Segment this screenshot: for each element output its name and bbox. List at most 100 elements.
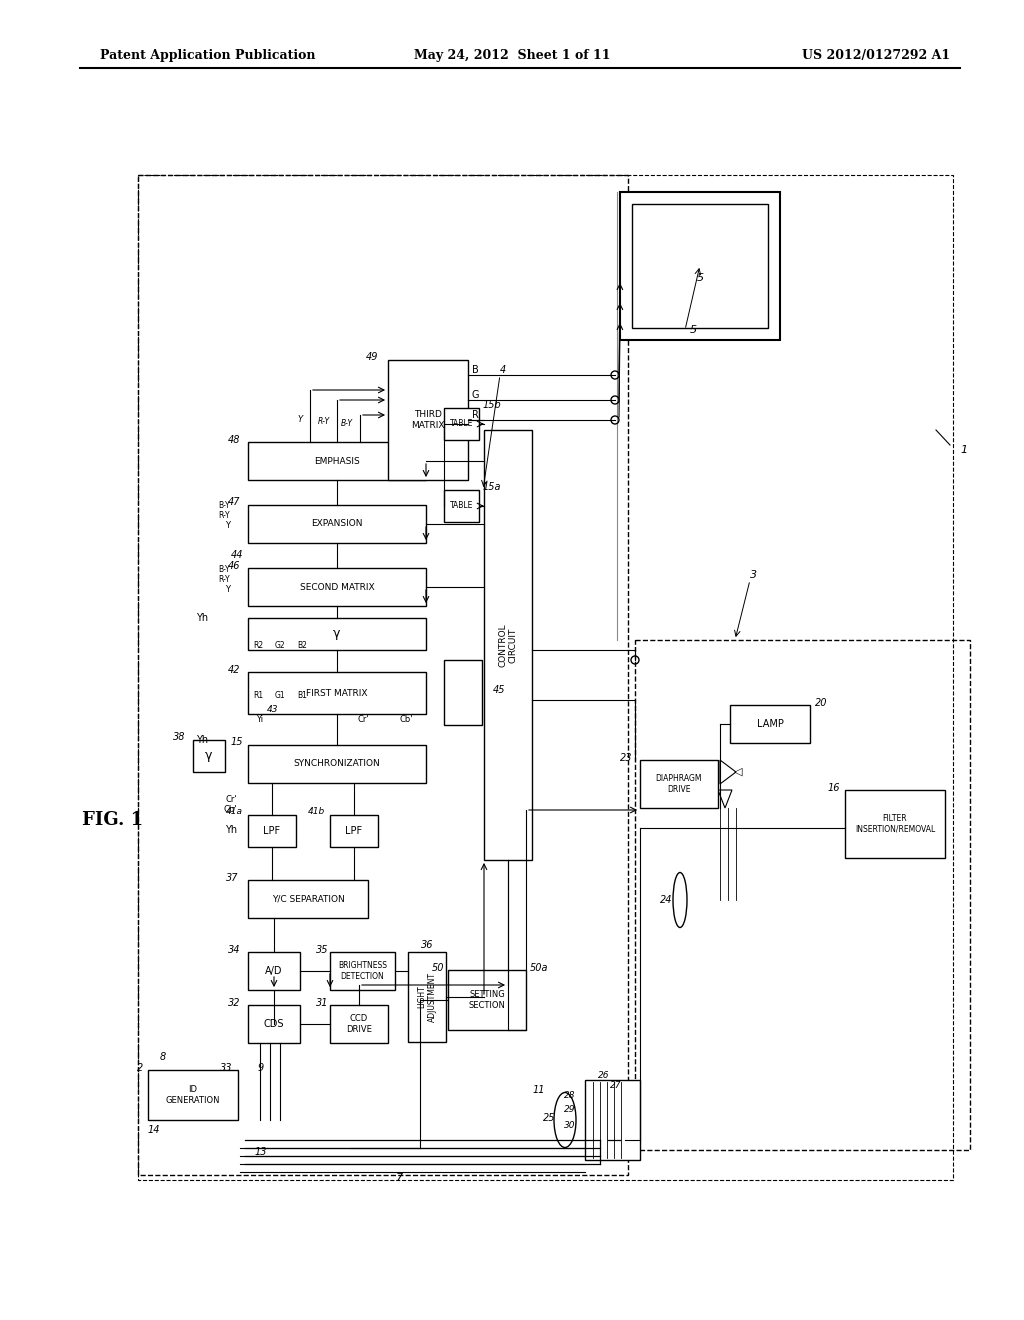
Text: γ: γ <box>333 627 341 640</box>
Text: 43: 43 <box>267 705 279 714</box>
Text: B: B <box>472 366 478 375</box>
Bar <box>444 660 482 725</box>
Text: EMPHASIS: EMPHASIS <box>314 457 359 466</box>
Text: G: G <box>471 389 479 400</box>
Bar <box>632 205 768 327</box>
Text: 8: 8 <box>160 1052 166 1063</box>
Text: 30: 30 <box>563 1121 575 1130</box>
Text: 47: 47 <box>227 498 240 507</box>
Text: FILTER
INSERTION/REMOVAL: FILTER INSERTION/REMOVAL <box>855 814 935 834</box>
Text: 15: 15 <box>230 737 243 747</box>
Text: Cr': Cr' <box>225 796 237 804</box>
Text: 49: 49 <box>366 352 378 362</box>
Text: Y: Y <box>225 520 230 529</box>
Text: 15b: 15b <box>483 400 502 411</box>
Text: 34: 34 <box>227 945 240 954</box>
Bar <box>248 744 426 783</box>
Text: Yh: Yh <box>225 825 237 836</box>
Text: B-Y: B-Y <box>218 565 230 574</box>
Text: A/D: A/D <box>265 966 283 975</box>
Text: R-Y: R-Y <box>218 576 230 585</box>
Text: 46: 46 <box>227 561 240 572</box>
Text: R-Y: R-Y <box>317 417 330 426</box>
Text: 38: 38 <box>172 733 185 742</box>
Text: 37: 37 <box>225 873 238 883</box>
Text: 50a: 50a <box>530 964 549 973</box>
Text: 33: 33 <box>219 1063 232 1073</box>
Text: R1: R1 <box>253 690 263 700</box>
Text: Cb': Cb' <box>223 805 237 814</box>
Text: Cr': Cr' <box>358 715 370 725</box>
Text: B1: B1 <box>297 690 307 700</box>
Text: 27: 27 <box>610 1081 622 1089</box>
Text: Yh: Yh <box>196 612 208 623</box>
Text: 11: 11 <box>532 1085 545 1096</box>
Text: CCD
DRIVE: CCD DRIVE <box>346 1014 372 1034</box>
Text: 29: 29 <box>563 1106 575 1114</box>
Text: Yh: Yh <box>196 735 208 744</box>
Text: 50: 50 <box>431 964 444 973</box>
Text: LIGHT
ADJUSTMENT: LIGHT ADJUSTMENT <box>418 972 436 1022</box>
Text: SYNCHRONIZATION: SYNCHRONIZATION <box>294 759 380 768</box>
Bar <box>388 360 468 480</box>
Text: THIRD
MATRIX: THIRD MATRIX <box>412 411 444 430</box>
Text: 9: 9 <box>258 1063 264 1073</box>
Bar <box>193 741 225 772</box>
Text: FIRST MATRIX: FIRST MATRIX <box>306 689 368 697</box>
Text: 5: 5 <box>696 273 703 282</box>
Text: SETTING
SECTION: SETTING SECTION <box>469 990 506 1010</box>
Bar <box>248 442 426 480</box>
Text: LPF: LPF <box>263 826 281 836</box>
Text: 35: 35 <box>315 945 328 954</box>
Text: CONTROL
CIRCUIT: CONTROL CIRCUIT <box>499 623 518 667</box>
Bar <box>248 506 426 543</box>
Text: 36: 36 <box>421 940 433 950</box>
Bar <box>330 1005 388 1043</box>
Text: 31: 31 <box>315 998 328 1008</box>
Bar <box>585 1080 640 1160</box>
Bar <box>248 672 426 714</box>
Bar <box>444 408 479 440</box>
Bar <box>138 176 628 1175</box>
Text: Y: Y <box>225 586 230 594</box>
Bar <box>330 814 378 847</box>
Text: 45: 45 <box>493 685 506 696</box>
Bar <box>408 952 446 1041</box>
Text: 26: 26 <box>598 1071 609 1080</box>
Text: G1: G1 <box>274 690 286 700</box>
Bar <box>248 880 368 917</box>
Bar <box>845 789 945 858</box>
Bar <box>484 430 532 861</box>
Text: 41a: 41a <box>226 808 243 817</box>
Text: TABLE: TABLE <box>450 420 473 429</box>
Text: 25: 25 <box>543 1113 555 1123</box>
Text: DIAPHRAGM
DRIVE: DIAPHRAGM DRIVE <box>655 775 702 793</box>
Bar <box>449 970 526 1030</box>
Text: 2: 2 <box>137 1063 143 1073</box>
Bar <box>248 952 300 990</box>
Text: 3: 3 <box>750 570 757 579</box>
Text: 32: 32 <box>227 998 240 1008</box>
Bar <box>248 568 426 606</box>
Bar <box>444 490 479 521</box>
Text: Y: Y <box>298 416 303 425</box>
Text: R2: R2 <box>253 640 263 649</box>
FancyBboxPatch shape <box>632 205 766 327</box>
Bar <box>248 618 426 649</box>
Text: 24: 24 <box>659 895 672 906</box>
Text: LAMP: LAMP <box>757 719 783 729</box>
Text: 41b: 41b <box>308 808 325 817</box>
Text: Y/C SEPARATION: Y/C SEPARATION <box>271 895 344 903</box>
Text: FIG. 1: FIG. 1 <box>82 810 143 829</box>
Text: CDS: CDS <box>264 1019 285 1030</box>
Bar <box>148 1071 238 1119</box>
Text: Cb': Cb' <box>400 715 414 725</box>
Bar <box>138 176 953 1180</box>
Bar <box>330 952 395 990</box>
Text: 13: 13 <box>255 1147 267 1158</box>
Text: 15a: 15a <box>483 482 502 492</box>
Text: 14: 14 <box>148 1125 161 1135</box>
Bar <box>620 191 780 341</box>
Bar <box>248 1005 300 1043</box>
Text: 7: 7 <box>396 1173 403 1183</box>
